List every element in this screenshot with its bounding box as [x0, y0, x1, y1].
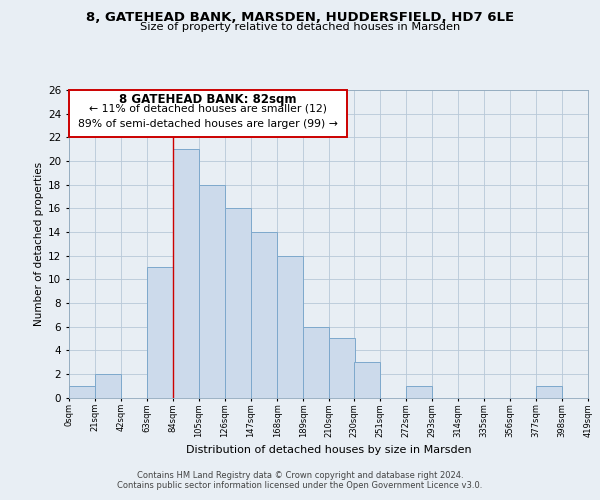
Bar: [329, 338, 355, 398]
Text: 89% of semi-detached houses are larger (99) →: 89% of semi-detached houses are larger (…: [78, 119, 338, 129]
Text: Size of property relative to detached houses in Marsden: Size of property relative to detached ho…: [140, 22, 460, 32]
Bar: [251, 232, 277, 398]
Bar: [69, 386, 95, 398]
Bar: [199, 184, 225, 398]
Text: 8 GATEHEAD BANK: 82sqm: 8 GATEHEAD BANK: 82sqm: [119, 93, 296, 106]
Bar: [173, 149, 199, 398]
Text: Contains public sector information licensed under the Open Government Licence v3: Contains public sector information licen…: [118, 481, 482, 490]
Bar: [303, 326, 329, 398]
Bar: [406, 386, 432, 398]
Bar: [225, 208, 251, 398]
Bar: [147, 268, 173, 398]
Bar: [95, 374, 121, 398]
Text: Contains HM Land Registry data © Crown copyright and database right 2024.: Contains HM Land Registry data © Crown c…: [137, 471, 463, 480]
Bar: [354, 362, 380, 398]
Bar: [277, 256, 303, 398]
Text: 8, GATEHEAD BANK, MARSDEN, HUDDERSFIELD, HD7 6LE: 8, GATEHEAD BANK, MARSDEN, HUDDERSFIELD,…: [86, 11, 514, 24]
X-axis label: Distribution of detached houses by size in Marsden: Distribution of detached houses by size …: [185, 446, 472, 456]
Y-axis label: Number of detached properties: Number of detached properties: [34, 162, 44, 326]
Bar: [536, 386, 562, 398]
Text: ← 11% of detached houses are smaller (12): ← 11% of detached houses are smaller (12…: [89, 104, 327, 114]
FancyBboxPatch shape: [69, 90, 347, 138]
